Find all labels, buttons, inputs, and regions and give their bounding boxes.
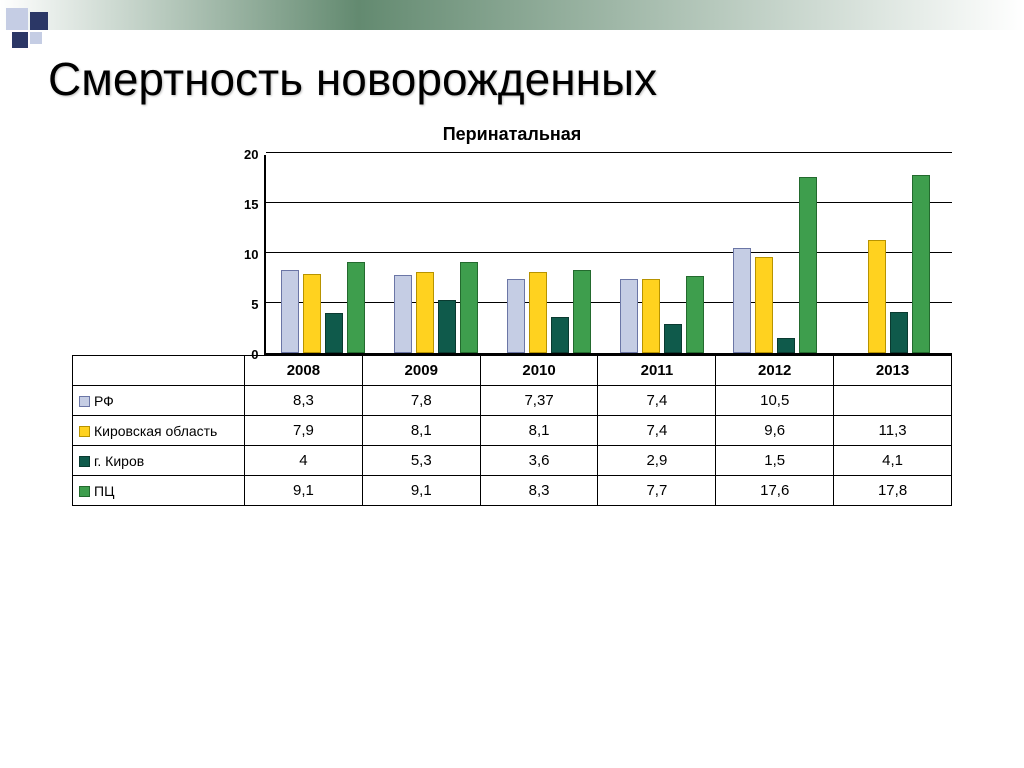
bar-kirov_obl (755, 257, 773, 353)
value-cell: 4,1 (834, 446, 952, 476)
value-cell: 1,5 (716, 446, 834, 476)
bar-kirov_city (551, 317, 569, 353)
year-header: 2013 (834, 356, 952, 386)
value-cell: 17,6 (716, 476, 834, 506)
series-label-cell: ПЦ (73, 476, 245, 506)
table-header-row: 200820092010201120122013 (73, 356, 952, 386)
legend-swatch-icon (79, 456, 90, 467)
chart-container: Перинатальная 05101520 20082009201020112… (72, 124, 952, 506)
bar-pc (799, 177, 817, 353)
value-cell: 11,3 (834, 416, 952, 446)
legend-header-blank (73, 356, 245, 386)
value-cell (834, 386, 952, 416)
bar-cluster (279, 262, 367, 353)
series-label-cell: Кировская область (73, 416, 245, 446)
bar-kirov_city (325, 313, 343, 353)
series-label: РФ (94, 393, 114, 409)
bar-kirov_city (438, 300, 456, 353)
value-cell: 7,37 (480, 386, 598, 416)
bar-rf (507, 279, 525, 353)
bar-kirov_obl (529, 272, 547, 353)
year-header: 2008 (245, 356, 363, 386)
legend-swatch-icon (79, 396, 90, 407)
bar-kirov_obl (868, 240, 886, 353)
value-cell: 7,9 (245, 416, 363, 446)
table-row: г. Киров 45,33,62,91,54,1 (73, 446, 952, 476)
legend-swatch-icon (79, 486, 90, 497)
corner-square (30, 12, 48, 30)
bar-pc (573, 270, 591, 353)
bar-rf (733, 248, 751, 353)
series-label: ПЦ (94, 483, 114, 499)
plot-area (264, 155, 952, 355)
year-header: 2012 (716, 356, 834, 386)
value-cell: 7,8 (362, 386, 480, 416)
value-cell: 8,1 (480, 416, 598, 446)
bar-kirov_obl (416, 272, 434, 353)
table-row: ПЦ9,19,18,37,717,617,8 (73, 476, 952, 506)
bar-pc (686, 276, 704, 353)
bar-cluster (618, 276, 706, 353)
bar-rf (281, 270, 299, 353)
bar-kirov_obl (303, 274, 321, 353)
bar-cluster (731, 177, 819, 353)
series-label: Кировская область (94, 423, 217, 439)
chart-title: Перинатальная (72, 124, 952, 145)
bar-kirov_city (890, 312, 908, 353)
value-cell: 7,4 (598, 416, 716, 446)
year-header: 2011 (598, 356, 716, 386)
bar-pc (347, 262, 365, 353)
value-cell: 8,3 (245, 386, 363, 416)
bar-pc (460, 262, 478, 353)
chart-plot-wrap: 05101520 (244, 155, 952, 355)
bar-cluster (392, 262, 480, 353)
table-head: 200820092010201120122013 (73, 356, 952, 386)
corner-square (6, 8, 28, 30)
bar-kirov_city (664, 324, 682, 353)
series-label: г. Киров (94, 453, 144, 469)
value-cell: 5,3 (362, 446, 480, 476)
slide-title: Смертность новорожденных (48, 52, 1024, 106)
series-label-cell: РФ (73, 386, 245, 416)
value-cell: 2,9 (598, 446, 716, 476)
value-cell: 4 (245, 446, 363, 476)
series-label-cell: г. Киров (73, 446, 245, 476)
value-cell: 8,1 (362, 416, 480, 446)
value-cell: 7,4 (598, 386, 716, 416)
bar-rf (620, 279, 638, 353)
value-cell: 9,6 (716, 416, 834, 446)
bar-pc (912, 175, 930, 353)
corner-square (12, 32, 28, 48)
legend-swatch-icon (79, 426, 90, 437)
y-axis: 05101520 (244, 155, 264, 355)
value-cell: 3,6 (480, 446, 598, 476)
table-body: РФ8,37,87,377,410,5Кировская область7,98… (73, 386, 952, 506)
value-cell: 8,3 (480, 476, 598, 506)
bar-cluster (505, 270, 593, 353)
value-cell: 10,5 (716, 386, 834, 416)
value-cell: 7,7 (598, 476, 716, 506)
slide: Смертность новорожденных Перинатальная 0… (0, 0, 1024, 768)
bar-kirov_obl (642, 279, 660, 353)
bar-rf (394, 275, 412, 353)
top-bar (0, 0, 1024, 30)
grid-line (266, 152, 952, 153)
value-cell: 17,8 (834, 476, 952, 506)
value-cell: 9,1 (362, 476, 480, 506)
bar-kirov_city (777, 338, 795, 353)
bar-cluster (844, 175, 932, 353)
table-row: РФ 8,37,87,377,410,5 (73, 386, 952, 416)
year-header: 2009 (362, 356, 480, 386)
corner-square (30, 32, 42, 44)
table-row: Кировская область7,98,18,17,49,611,3 (73, 416, 952, 446)
data-table: 200820092010201120122013 РФ8,37,87,377,4… (72, 355, 952, 506)
year-header: 2010 (480, 356, 598, 386)
value-cell: 9,1 (245, 476, 363, 506)
